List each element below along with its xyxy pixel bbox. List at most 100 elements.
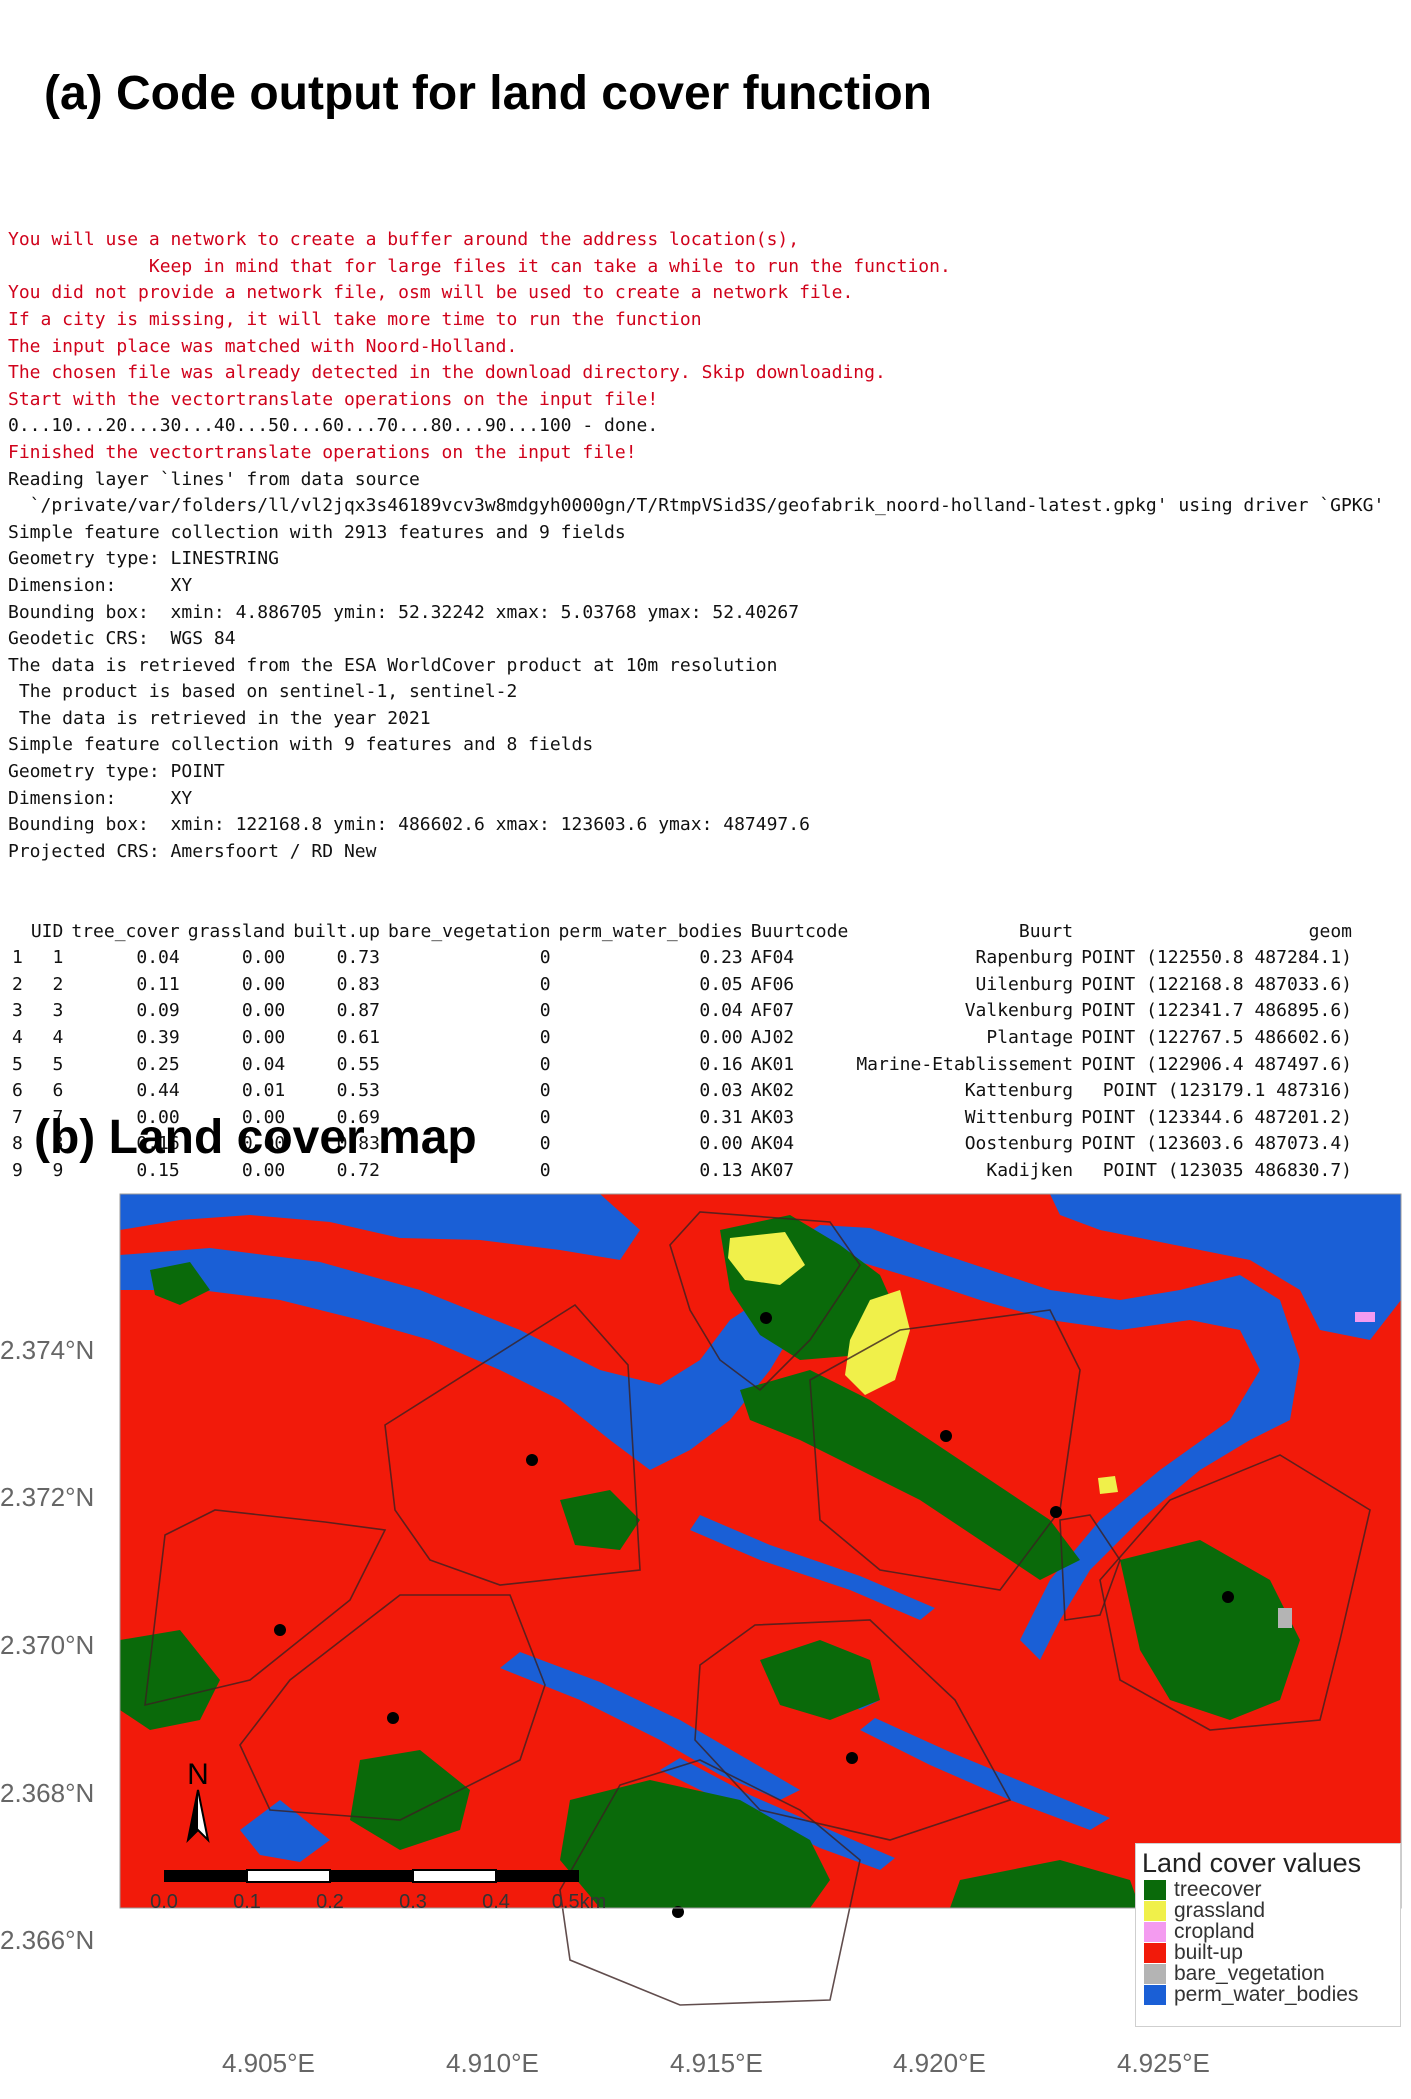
table-column-header: tree_cover [71, 920, 180, 942]
table-cell: 0.39 [136, 1027, 180, 1048]
table-cell: 0.16 [699, 1053, 743, 1075]
console-output-line: Geodetic CRS: WGS 84 [8, 628, 236, 650]
lon-label: 4.920°E [893, 2048, 986, 2078]
table-cell: Uilenburg [975, 973, 1074, 995]
table-cell: 0 [539, 1027, 551, 1048]
grass-patch-3 [1098, 1476, 1118, 1494]
console-output-line: The data is retrieved from the ESA World… [8, 654, 778, 676]
table-column-header: Buurt [1018, 920, 1074, 942]
table-header-row: UID tree_cover grassland built.up bare_veget… [8, 919, 1356, 946]
console-message-line: The chosen file was already detected in … [8, 362, 886, 384]
console-output-line: The data is retrieved in the year 2021 [8, 707, 431, 729]
console-output-line: Bounding box: xmin: 4.886705 ymin: 52.32… [8, 601, 800, 623]
table-cell: 0 [539, 1159, 551, 1181]
table-cell: AK03 [750, 1106, 795, 1128]
table-cell: 0.00 [241, 947, 286, 969]
point-oostenburg [1222, 1591, 1234, 1603]
table-cell: 0.55 [336, 1053, 380, 1075]
table-column-header: geom [1308, 920, 1353, 942]
legend-swatch [1144, 1921, 1166, 1942]
table-cell: Oostenburg [964, 1133, 1074, 1155]
table-cell: 0 [539, 947, 551, 969]
water-layer [120, 1194, 1401, 1870]
table-cell: 0.16 [136, 1133, 180, 1155]
data-frame-table: UID tree_cover grassland built.up bare_veget… [8, 919, 1356, 1185]
table-cell: AF07 [750, 1000, 795, 1022]
tree-mid [560, 1490, 640, 1550]
table-row: 6 6 0.44 0.01 0.53 0 0.03 AK02 Kattenburg POINT … [8, 1078, 1356, 1105]
legend-label: perm_water_bodies [1174, 1982, 1359, 2006]
table-cell: 0.00 [241, 1000, 286, 1022]
table-cell: 0.00 [241, 1133, 286, 1155]
water-canal-3 [860, 1718, 1110, 1830]
table-cell: 0.04 [241, 1053, 286, 1075]
buffer-polygon [1099, 1454, 1371, 1731]
table-column-header: UID [30, 920, 64, 942]
grass-patch-1 [728, 1232, 805, 1285]
scale-label: 0.5km [552, 1891, 606, 1913]
table-cell: 9 [52, 1159, 64, 1181]
console-output-line: Dimension: XY [8, 787, 193, 809]
table-cell: 0 [539, 1133, 551, 1155]
map-frame [119, 1193, 1402, 1909]
table-cell: 0.13 [699, 1159, 743, 1181]
table-row: 2 2 0.11 0.00 0.83 0 0.05 AF06 Uilenburg POINT (1… [8, 972, 1356, 999]
scale-labels: 0.0 0.1 0.2 0.3 0.4 0.5km [150, 1891, 606, 1913]
table-cell: 1 [12, 947, 23, 969]
point-kadijken [846, 1752, 858, 1764]
lon-label: 4.905°E [222, 2048, 315, 2078]
legend-title: Land cover values [1142, 1848, 1362, 1878]
lat-label: 2.372°N [0, 1482, 95, 1512]
table-cell: 0.61 [336, 1027, 380, 1048]
table-cell: Wittenburg [964, 1106, 1074, 1128]
table-cell: AK01 [750, 1053, 795, 1075]
address-points [274, 1312, 1234, 1918]
table-cell: 1 [52, 947, 64, 969]
point-rapenburg [526, 1454, 538, 1466]
table-cell: AF06 [750, 973, 795, 995]
console-output-line: The product is based on sentinel-1, sent… [8, 681, 518, 703]
console-message-line: Finished the vectortranslate operations … [8, 441, 637, 463]
buffer-polygon [669, 1211, 861, 1392]
table-cell: POINT (123344.6 487201.2) [1081, 1106, 1353, 1128]
legend-item: grassland [1136, 1899, 1400, 1922]
console-output-line: Geometry type: LINESTRING [8, 548, 279, 570]
table-cell: 0.11 [136, 973, 180, 995]
lon-label: 4.925°E [1117, 2048, 1210, 2078]
table-column-header: perm_water_bodies [558, 920, 743, 942]
console-message-line: If a city is missing, it will take more … [8, 308, 702, 330]
table-cell: 2 [12, 973, 23, 995]
table-cell: AK07 [750, 1159, 795, 1181]
legend-item: built-up [1136, 1941, 1400, 1964]
lat-label: 2.368°N [0, 1778, 95, 1808]
water-ne [1050, 1194, 1401, 1340]
table-cell: 0.00 [241, 1106, 286, 1128]
table-row: 3 3 0.09 0.00 0.87 0 0.04 AF07 Valkenburg POINT (… [8, 998, 1356, 1025]
tree-east [1120, 1540, 1300, 1720]
console-output-line: Dimension: XY [8, 574, 193, 596]
table-cell: 0.00 [136, 1106, 180, 1128]
table-cell: 0.00 [699, 1027, 743, 1048]
point-valkenburg [387, 1712, 399, 1724]
console-output-line: 0...10...20...30...40...50...60...70...8… [8, 415, 659, 437]
table-cell: 0.00 [241, 1159, 286, 1181]
table-cell: 0.05 [699, 973, 743, 995]
table-row: 5 5 0.25 0.04 0.55 0 0.16 AK01 Marine-Etablissem… [8, 1052, 1356, 1079]
table-cell: POINT (122341.7 486895.6) [1081, 1000, 1353, 1022]
tree-center [760, 1640, 880, 1720]
scale-label: 0.3 [399, 1891, 427, 1913]
table-row: 9 9 0.15 0.00 0.72 0 0.13 AK07 Kadijken POINT (1… [8, 1158, 1356, 1185]
table-cell: 3 [12, 1000, 23, 1022]
buffer-polygon [1059, 1514, 1121, 1621]
buffer-polygon [384, 1303, 641, 1586]
north-arrow: N [186, 1758, 210, 1844]
table-cell: 8 [12, 1133, 23, 1155]
buffer-polygons [144, 1211, 1371, 2006]
tree-stripes [740, 1370, 1080, 1580]
table-cell: 0 [539, 1080, 551, 1102]
table-cell: Marine-Etablissement [856, 1053, 1074, 1075]
scale-label: 0.4 [482, 1891, 510, 1913]
legend-swatch [1144, 1900, 1166, 1921]
table-cell: Valkenburg [964, 1000, 1074, 1022]
tree-southwest [350, 1750, 470, 1850]
